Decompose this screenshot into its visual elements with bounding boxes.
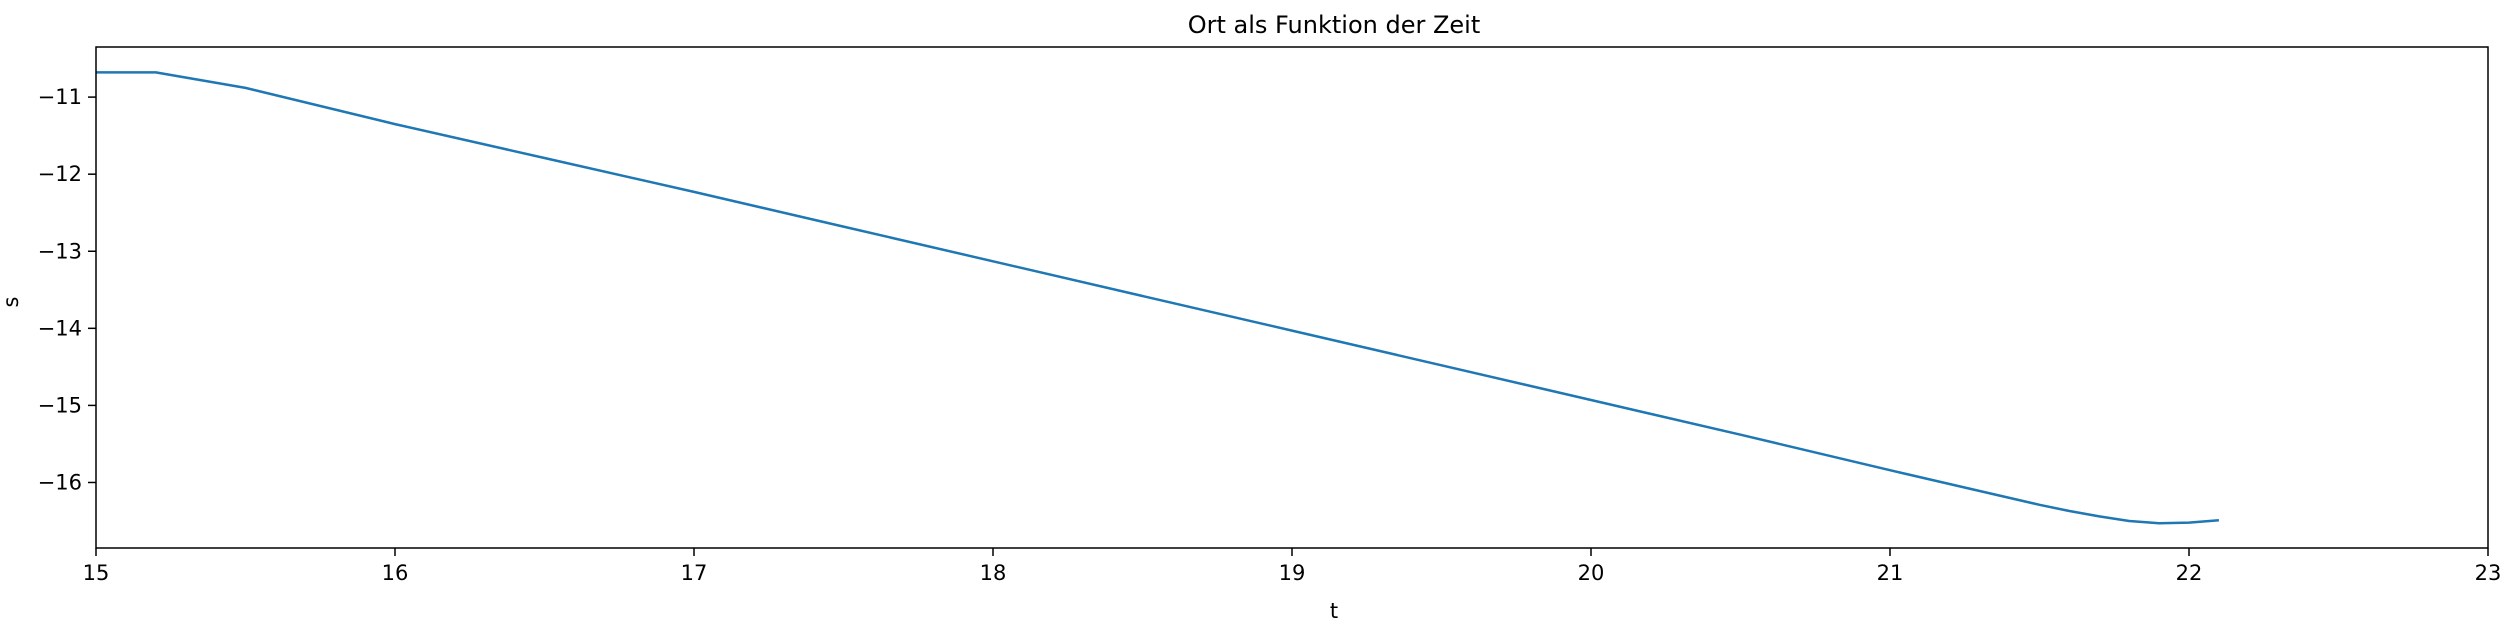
series-line-0: [96, 71, 2219, 525]
x-tick-label: 19: [1279, 561, 1306, 585]
y-tick-label: −13: [38, 239, 82, 263]
x-tick-label: 16: [382, 561, 409, 585]
chart-title: Ort als Funktion der Zeit: [1188, 11, 1481, 39]
y-axis: −16 −15 −14 −13 −12 −11: [38, 85, 96, 494]
y-axis-label: s: [0, 297, 23, 308]
x-axis-label: t: [1330, 599, 1338, 623]
x-tick-label: 15: [83, 561, 110, 585]
x-tick-label: 22: [2176, 561, 2203, 585]
plot-frame: [95, 46, 2489, 549]
plot-area: [96, 71, 2219, 525]
x-tick-label: 21: [1877, 561, 1904, 585]
x-axis: 15 16 17 18 19 20 21 22 23: [83, 548, 2502, 585]
x-tick-label: 18: [980, 561, 1007, 585]
y-tick-label: −12: [38, 162, 82, 186]
y-tick-label: −11: [38, 85, 82, 109]
y-tick-label: −15: [38, 393, 82, 417]
x-tick-label: 23: [2475, 561, 2502, 585]
x-tick-label: 17: [681, 561, 708, 585]
y-tick-label: −14: [38, 316, 82, 340]
y-tick-label: −16: [38, 470, 82, 494]
x-tick-label: 20: [1578, 561, 1605, 585]
